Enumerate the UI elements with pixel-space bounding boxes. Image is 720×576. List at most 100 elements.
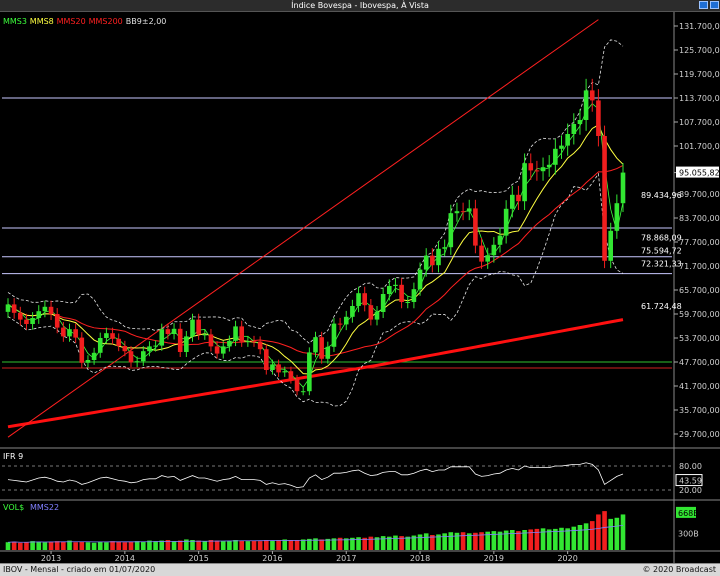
volume-bar — [282, 539, 288, 550]
y-tick-label: 35.700,00 — [679, 406, 720, 415]
y-tick-label: 113.700,00 — [679, 94, 720, 103]
candle-body — [559, 145, 564, 149]
candle-body — [448, 213, 454, 248]
candle-body — [79, 337, 85, 363]
candle-body — [110, 333, 115, 339]
volume-bar — [596, 514, 601, 550]
candle-body — [184, 336, 189, 352]
candle-body — [307, 352, 312, 392]
volume-bar — [202, 541, 208, 550]
volume-bar — [534, 528, 540, 550]
volume-bar — [67, 540, 72, 550]
candle-body — [393, 284, 398, 286]
volume-bar — [473, 532, 478, 550]
volume-bar — [337, 537, 343, 550]
volume-bar — [245, 541, 251, 550]
volume-bar — [42, 542, 48, 550]
candle-body — [387, 286, 392, 294]
candle-body — [294, 379, 300, 392]
volume-bar — [214, 540, 220, 550]
volume-bar — [159, 540, 165, 550]
candle-body — [11, 304, 17, 313]
candle-body — [177, 328, 183, 352]
volume-bar — [116, 541, 121, 550]
volume-bar — [510, 530, 515, 550]
volume-bar — [448, 532, 454, 550]
y-tick-label: 53.700,00 — [679, 334, 720, 343]
candle-body — [313, 337, 318, 353]
candle-body — [190, 319, 195, 337]
window-titlebar: Índice Bovespa - Ibovespa, À Vista — [0, 0, 720, 12]
volume-bar — [227, 540, 232, 550]
candle-body — [288, 371, 294, 380]
ma200-line — [7, 318, 624, 429]
ifr-tick-label: 43.59 — [679, 477, 702, 486]
volume-bar — [405, 536, 411, 550]
candle-body — [325, 346, 331, 359]
volume-bar — [602, 511, 607, 550]
candle-body — [36, 311, 42, 318]
ma200-line — [7, 318, 624, 429]
volume-bar — [73, 542, 78, 550]
volume-bar — [239, 540, 244, 550]
candle-body — [460, 211, 466, 213]
volume-bar — [442, 533, 447, 550]
volume-bar — [61, 541, 66, 550]
candle-body — [491, 244, 497, 256]
volume-bar — [497, 531, 503, 550]
volume-bar — [184, 539, 189, 550]
candle-body — [30, 318, 35, 324]
candle-body — [42, 306, 48, 312]
candle-body — [620, 172, 626, 204]
candle-body — [67, 329, 72, 337]
vol-ma-label: MMS22 — [30, 503, 59, 512]
volume-bar — [257, 541, 263, 550]
legend-item: BB9±2,00 — [126, 17, 167, 26]
candle-body — [257, 341, 263, 350]
volume-bar — [153, 541, 158, 550]
candle-body — [141, 351, 146, 362]
volume-bar — [436, 534, 441, 550]
candle-body — [368, 305, 374, 320]
annotation-label: 89.434,96 — [641, 191, 682, 200]
volume-bar — [374, 537, 380, 550]
candle-body — [153, 345, 158, 347]
y-tick-label: 41.700,00 — [679, 382, 720, 391]
close-icon[interactable] — [710, 1, 719, 9]
volume-bar — [479, 532, 484, 550]
candle-body — [466, 208, 472, 212]
candle-body — [264, 349, 269, 370]
ifr-tick-label: 20.00 — [679, 486, 702, 495]
volume-bar — [196, 540, 201, 550]
x-tick-label: 2017 — [336, 554, 356, 563]
volume-bar — [417, 534, 423, 550]
volume-panel: VOL$ MMS22 668B 300B — [3, 503, 699, 550]
minimize-icon[interactable] — [699, 1, 708, 9]
y-tick-label: 95.055,82 — [679, 169, 720, 178]
candle-body — [362, 293, 367, 306]
y-tick-label: 71.700,00 — [679, 262, 720, 271]
candle-body — [171, 328, 177, 334]
candle-body — [503, 208, 509, 236]
volume-bar — [503, 530, 509, 550]
candle-body — [18, 312, 23, 320]
vol-title: VOL$ — [3, 503, 24, 512]
candle-body — [473, 208, 478, 246]
y-tick-label: 119.700,00 — [679, 70, 720, 79]
volume-bar — [30, 541, 35, 550]
volume-bar — [307, 538, 312, 550]
candle-body — [165, 329, 171, 334]
candle-body — [417, 269, 423, 290]
volume-bar — [128, 541, 134, 550]
candle-body — [553, 148, 558, 165]
volume-bar — [528, 529, 534, 550]
volume-bar — [147, 540, 152, 550]
volume-bar — [264, 540, 269, 550]
candle-body — [61, 327, 66, 337]
candle-body — [497, 235, 503, 245]
candle-body — [233, 326, 238, 341]
volume-bar — [411, 535, 417, 550]
volume-bar — [85, 542, 91, 550]
volume-bar — [614, 517, 620, 550]
x-tick-label: 2015 — [188, 554, 208, 563]
